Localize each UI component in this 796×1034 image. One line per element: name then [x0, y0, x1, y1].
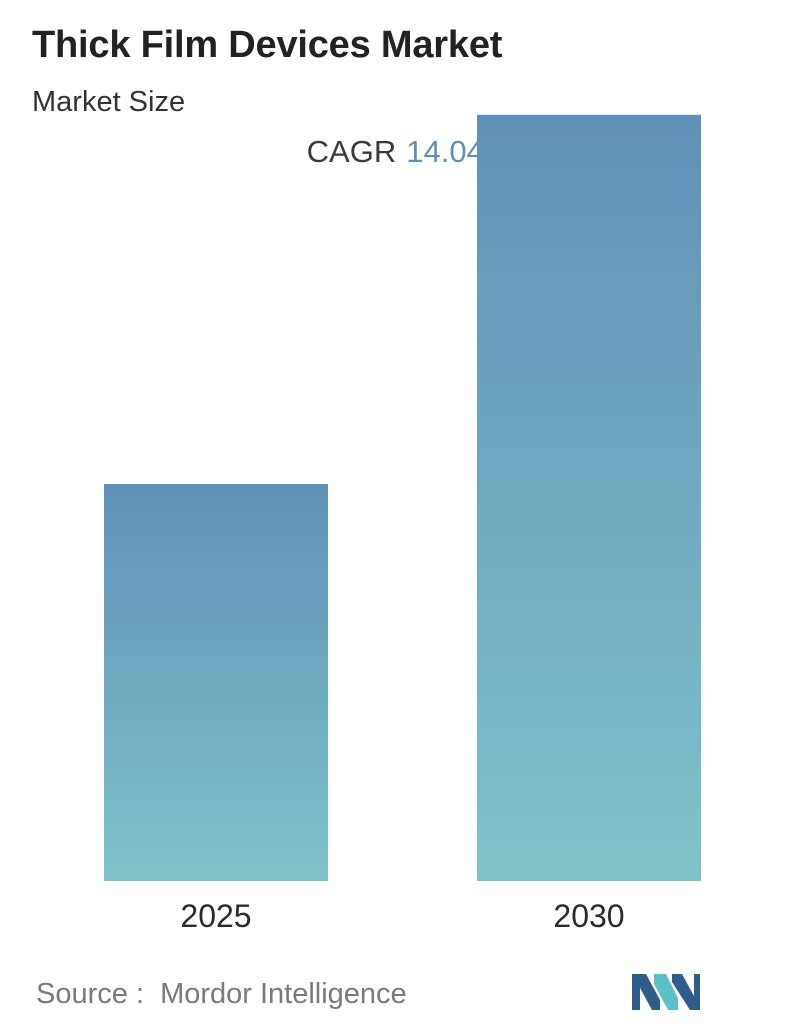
cagr-label: CAGR	[306, 134, 397, 169]
bar-2030	[477, 114, 701, 882]
source-label: Source :	[36, 978, 144, 1010]
mordor-intelligence-logo-icon	[632, 974, 700, 1010]
source-name: Mordor Intelligence	[160, 978, 407, 1010]
chart-subtitle: Market Size	[32, 86, 186, 118]
x-tick-label-2030: 2030	[553, 898, 624, 934]
x-tick-label-2025: 2025	[180, 898, 251, 934]
bar-2025	[104, 484, 328, 881]
chart-title: Thick Film Devices Market	[32, 24, 503, 66]
source-credit: Source : Mordor Intelligence	[36, 978, 407, 1011]
